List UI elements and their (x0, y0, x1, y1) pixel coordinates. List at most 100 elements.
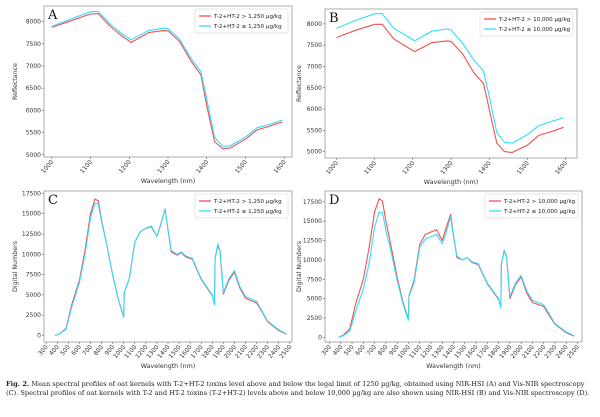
y-tick-label: 17500 (303, 199, 322, 206)
x-tick-label: 800 (92, 344, 105, 357)
panel-label: A (47, 8, 58, 23)
y-tick-label: 10000 (22, 251, 41, 258)
legend: T-2+HT-2 > 1,250 µg/kg T-2+HT-2 ≤ 1,250 µ… (194, 8, 289, 34)
y-tick-label: 7000 (26, 63, 41, 70)
series-line-2 (336, 13, 564, 144)
x-tick-label: 1400 (195, 159, 210, 175)
legend-box (484, 193, 579, 219)
x-tick-label: 2500 (278, 344, 293, 360)
y-axis-label: Digital Numbers (12, 241, 19, 292)
x-tick-label: 1500 (234, 159, 249, 175)
series-line-1 (338, 198, 575, 338)
series-line-1 (336, 23, 564, 154)
panel-label: C (48, 193, 58, 208)
caption-text: Mean spectral profiles of oat kernels wi… (6, 380, 590, 398)
x-tick-label: 700 (365, 344, 378, 357)
legend: T-2+HT-2 > 1,250 µg/kg T-2+HT-2 ≤ 1,250 µ… (194, 193, 289, 219)
chart-D: 0 2500 5000 7500 10000 12500 15000 17500 3004005… (296, 190, 583, 370)
y-tick-label: 15000 (22, 211, 41, 218)
panel-label: B (329, 11, 339, 26)
x-tick-label: 1100 (79, 159, 94, 175)
x-tick-label: 1600 (273, 159, 288, 175)
x-tick-label: 500 (343, 344, 356, 357)
y-tick-label: 7500 (26, 41, 41, 48)
legend-entry: T-2+HT-2 ≤ 10,000 µg/kg (503, 209, 576, 215)
x-tick-label: 1000 (40, 159, 55, 175)
y-tick-label: 5000 (26, 152, 41, 159)
legend-entry: T-2+HT-2 ≤ 1,250 µg/kg (213, 24, 282, 30)
y-tick-label: 5000 (26, 292, 41, 299)
chart-C: 0 2500 5000 7500 10000 12500 15000 17500 3004005… (12, 190, 293, 370)
y-tick-label: 7500 (307, 276, 322, 283)
legend-entry: T-2+HT-2 > 10,000 µg/kg (498, 17, 571, 23)
caption-label: Fig. 2. (6, 380, 30, 388)
y-tick-label: 7500 (307, 42, 322, 49)
legend-entry: T-2+HT-2 > 1,250 µg/kg (213, 14, 282, 20)
y-tick-label: 6000 (26, 107, 41, 114)
y-tick-label: 0 (318, 334, 322, 341)
y-tick-label: 6000 (307, 106, 322, 113)
chart-A: 5000 5500 6000 6500 7000 7500 8000 1000 1100 1200… (12, 5, 293, 185)
legend-entry: T-2+HT-2 > 1,250 µg/kg (213, 199, 282, 205)
series-line-2 (338, 211, 575, 338)
y-tick-label: 5500 (26, 130, 41, 137)
chart-B: 5000 5500 6000 6500 7000 7500 8000 1000 1100 1200… (296, 8, 578, 186)
x-tick-label: 1200 (401, 160, 416, 176)
y-tick-label: 6500 (26, 85, 41, 92)
x-tick-label: 2500 (566, 344, 581, 360)
x-tick-label: 1200 (118, 159, 133, 175)
y-tick-label: 12500 (22, 231, 41, 238)
figure-caption: Fig. 2. Mean spectral profiles of oat ke… (6, 380, 596, 398)
y-tick-label: 15000 (303, 218, 322, 225)
y-tick-label: 8000 (307, 21, 322, 28)
x-tick-label: 1400 (478, 160, 493, 176)
legend-box (479, 11, 574, 37)
x-tick-label: 400 (48, 344, 61, 357)
x-tick-label: 300 (320, 344, 333, 357)
x-tick-label: 500 (59, 344, 72, 357)
y-tick-label: 7500 (26, 272, 41, 279)
x-tick-label: 800 (377, 344, 390, 357)
y-axis-label: Reflectance (12, 63, 19, 100)
y-tick-label: 2500 (307, 315, 322, 322)
y-tick-label: 6500 (307, 85, 322, 92)
series-line-2 (51, 10, 283, 147)
legend-entry: T-2+HT-2 ≤ 1,250 µg/kg (213, 209, 282, 215)
legend-entry: T-2+HT-2 ≤ 10,000 µg/kg (498, 27, 571, 33)
x-tick-label: 600 (354, 344, 367, 357)
x-tick-label: 1100 (363, 160, 378, 176)
y-tick-label: 10000 (303, 257, 322, 264)
y-tick-label: 2500 (26, 312, 41, 319)
y-tick-label: 5000 (307, 149, 322, 156)
legend-box (194, 193, 289, 219)
y-tick-label: 0 (37, 333, 41, 340)
x-tick-label: 1000 (325, 160, 340, 176)
x-tick-label: 600 (70, 344, 83, 357)
y-tick-label: 17500 (22, 190, 41, 197)
y-axis-label: Reflectance (296, 65, 303, 102)
series-line-1 (51, 13, 283, 150)
series-line-2 (54, 202, 287, 337)
y-tick-label: 7000 (307, 63, 322, 70)
x-tick-label: 300 (37, 344, 50, 357)
x-axis-label: Wavelength (nm) (426, 363, 480, 370)
x-tick-label: 1300 (439, 160, 454, 176)
x-tick-label: 1600 (554, 160, 569, 176)
legend: T-2+HT-2 > 10,000 µg/kg T-2+HT-2 ≤ 10,000… (484, 193, 579, 219)
x-axis-label: Wavelength (nm) (141, 178, 195, 185)
legend: T-2+HT-2 > 10,000 µg/kg T-2+HT-2 ≤ 10,000… (479, 11, 574, 37)
legend-entry: T-2+HT-2 > 10,000 µg/kg (503, 199, 576, 205)
y-axis-label: Digital Numbers (296, 241, 303, 292)
x-tick-label: 400 (332, 344, 345, 357)
x-tick-label: 1500 (516, 160, 531, 176)
x-tick-label: 700 (81, 344, 94, 357)
y-tick-label: 12500 (303, 238, 322, 245)
legend-box (194, 8, 289, 34)
panel-label: D (329, 193, 339, 208)
x-axis-label: Wavelength (nm) (141, 363, 195, 370)
y-tick-label: 5500 (307, 127, 322, 134)
x-tick-label: 1300 (156, 159, 171, 175)
x-axis-label: Wavelength (nm) (424, 179, 478, 186)
y-tick-label: 8000 (26, 19, 41, 26)
